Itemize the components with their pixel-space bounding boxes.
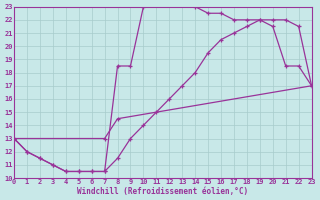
X-axis label: Windchill (Refroidissement éolien,°C): Windchill (Refroidissement éolien,°C)	[77, 187, 248, 196]
